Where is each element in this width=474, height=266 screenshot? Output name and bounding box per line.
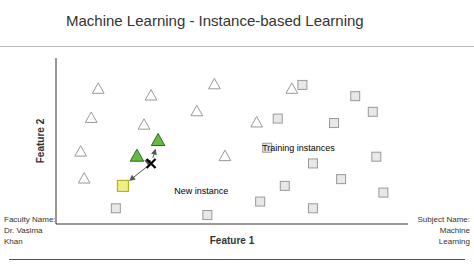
svg-text:New instance: New instance <box>174 186 228 196</box>
html-text:Machine Learning - Instance-ba: Machine Learning - Instance-based Learni… <box>66 12 364 29</box>
svg-text:Training instances: Training instances <box>262 143 335 153</box>
svg-text:Feature 2: Feature 2 <box>35 118 46 163</box>
html-text:Faculty Name: Dr. Vasima Khan: Faculty Name: Dr. Vasima Khan <box>4 215 56 246</box>
svg-text:Feature 1: Feature 1 <box>210 235 255 246</box>
html-text:Subject Name: Machine Learning: Subject Name: Machine Learning <box>417 215 470 246</box>
